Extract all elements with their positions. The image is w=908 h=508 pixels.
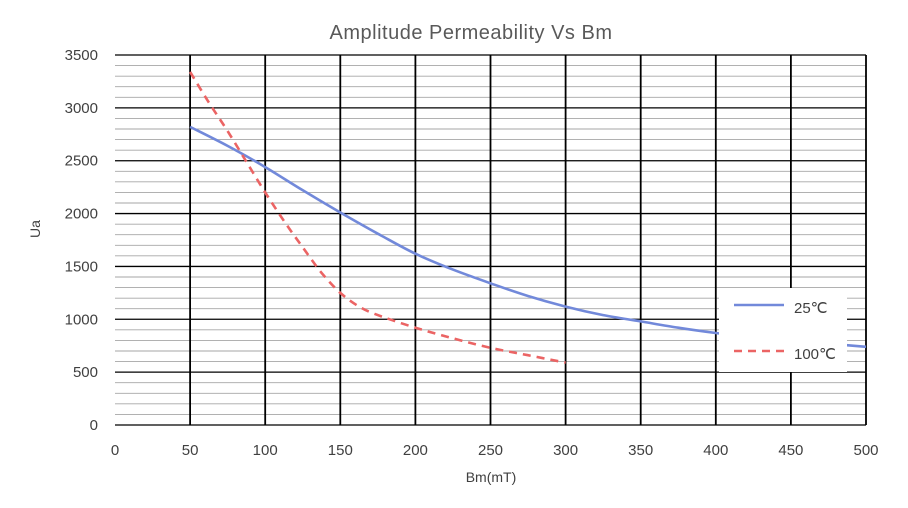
x-tick-label: 500 [853,442,878,459]
x-tick-label: 250 [478,442,503,459]
y-tick-label: 500 [73,364,98,381]
series-line-2 [188,71,566,364]
x-tick-labels: 0 50 100 150 200 250 300 350 400 450 500 [111,442,879,459]
y-tick-label: 2000 [65,206,98,223]
x-tick-label: 450 [778,442,803,459]
y-tick-label: 2500 [65,153,98,170]
x-tick-label: 150 [328,442,353,459]
x-tick-label: 300 [553,442,578,459]
x-tick-label: 350 [628,442,653,459]
y-tick-label: 1000 [65,311,98,328]
x-axis-label: Bm(mT) [466,469,517,485]
y-tick-label: 1500 [65,258,98,275]
legend-label-1: 25℃ [794,300,828,317]
y-tick-label: 0 [90,417,98,434]
legend-box [719,288,847,372]
chart-title: Amplitude Permeability Vs Bm [330,22,613,44]
legend-label-2: 100℃ [794,346,836,363]
x-tick-label: 200 [403,442,428,459]
x-tick-label: 0 [111,442,119,459]
x-tick-label: 50 [182,442,199,459]
y-tick-label: 3000 [65,100,98,117]
legend: 25℃ 100℃ [719,288,847,372]
x-tick-label: 100 [253,442,278,459]
y-axis-label: Ua [27,220,43,238]
y-tick-label: 3500 [65,47,98,64]
x-tick-label: 400 [703,442,728,459]
y-tick-labels: 0 500 1000 1500 2000 2500 3000 3500 [65,47,98,434]
